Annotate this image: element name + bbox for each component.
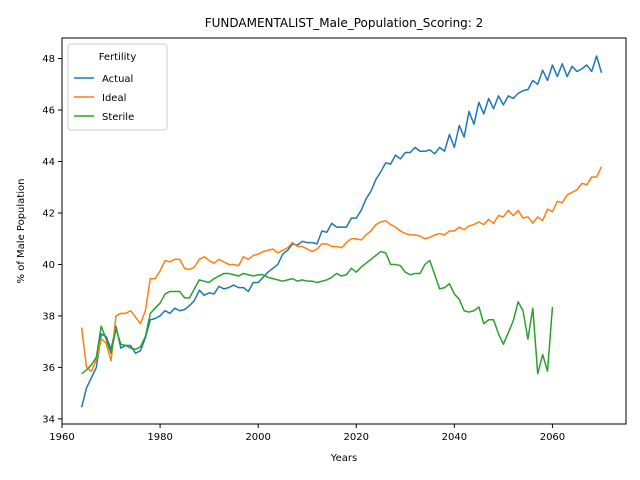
- x-tick-label: 2040: [442, 432, 467, 443]
- y-axis-label: % of Male Population: [16, 179, 27, 284]
- legend-box: [67, 43, 168, 131]
- series-line-ideal: [80, 166, 603, 372]
- series-line-actual: [80, 55, 603, 408]
- x-axis-label: Years: [330, 453, 357, 464]
- legend-entry: Sterile: [102, 112, 134, 123]
- y-axis: 34 36 38 40 42 44 46 48: [42, 54, 62, 425]
- x-axis: 1960 1980 2000 2020 2040 2060: [49, 424, 565, 443]
- y-tick-label: 36: [42, 363, 55, 374]
- y-tick-label: 46: [42, 106, 55, 117]
- y-tick-label: 48: [42, 54, 55, 65]
- axes-frame: [61, 37, 627, 425]
- x-tick-label: 1980: [147, 432, 172, 443]
- legend-title: Fertility: [99, 52, 137, 63]
- series-line-sterile: [81, 250, 554, 375]
- legend-entry: Actual: [102, 74, 133, 85]
- plot-area: [80, 55, 603, 408]
- y-tick-label: 40: [42, 260, 55, 271]
- x-tick-label: 1960: [49, 432, 74, 443]
- legend-entry: Ideal: [102, 93, 126, 104]
- y-tick-label: 42: [42, 208, 55, 219]
- y-tick-label: 44: [42, 157, 55, 168]
- x-tick-label: 2060: [540, 432, 565, 443]
- x-tick-label: 2020: [344, 432, 369, 443]
- legend: Fertility Actual Ideal Sterile: [67, 43, 168, 131]
- x-tick-label: 2000: [245, 432, 270, 443]
- y-tick-label: 38: [42, 311, 55, 322]
- y-tick-label: 34: [42, 414, 55, 425]
- chart-title: FUNDAMENTALIST_Male_Population_Scoring: …: [205, 16, 484, 30]
